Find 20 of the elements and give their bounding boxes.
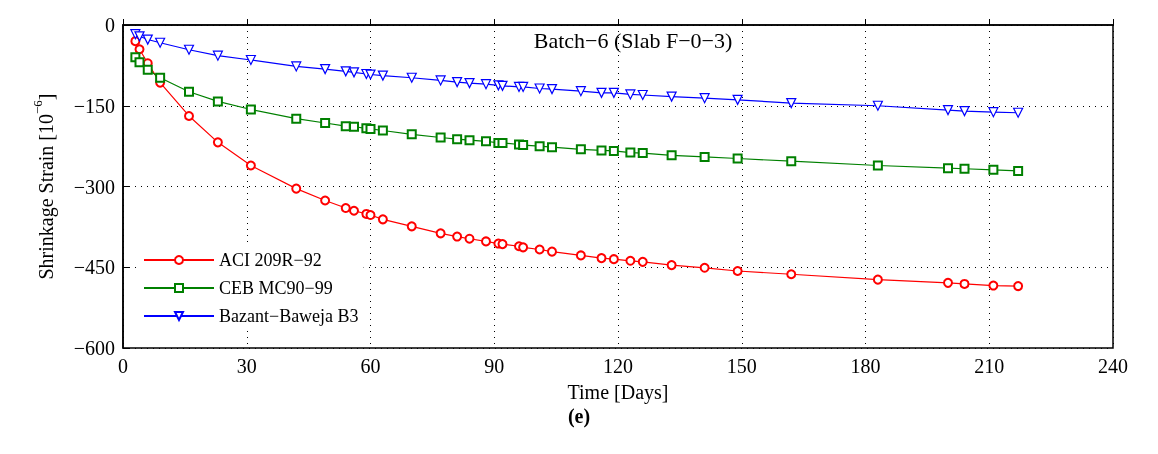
- legend-label: CEB MC90−99: [219, 278, 333, 298]
- y-axis-title: Shrinkage Strain [10−6]: [30, 93, 58, 280]
- x-tick-label: 90: [484, 355, 505, 377]
- y-tick-label: −150: [73, 94, 115, 117]
- text: (e): [567, 405, 591, 428]
- x-tick-label: 210: [974, 355, 1005, 377]
- y-tick-label: −600: [73, 337, 115, 359]
- legend-label: Bazant−Baweja B3: [219, 306, 359, 326]
- y-tick-label: 0: [105, 14, 115, 36]
- y-tick-label: −450: [73, 256, 115, 279]
- y-tick-label: −300: [73, 175, 115, 198]
- chart-title: Batch−6 (Slab F−0−3): [533, 27, 733, 53]
- legend-label: ACI 209R−92: [219, 250, 322, 270]
- x-tick-label: 180: [850, 355, 881, 377]
- x-tick-label: 240: [1098, 355, 1128, 377]
- x-tick-label: 30: [236, 355, 257, 377]
- x-tick-label: 60: [360, 355, 381, 377]
- x-tick-label: 120: [603, 355, 633, 377]
- x-axis-title: Time [Days]: [567, 381, 669, 404]
- x-tick-label: 150: [726, 355, 757, 377]
